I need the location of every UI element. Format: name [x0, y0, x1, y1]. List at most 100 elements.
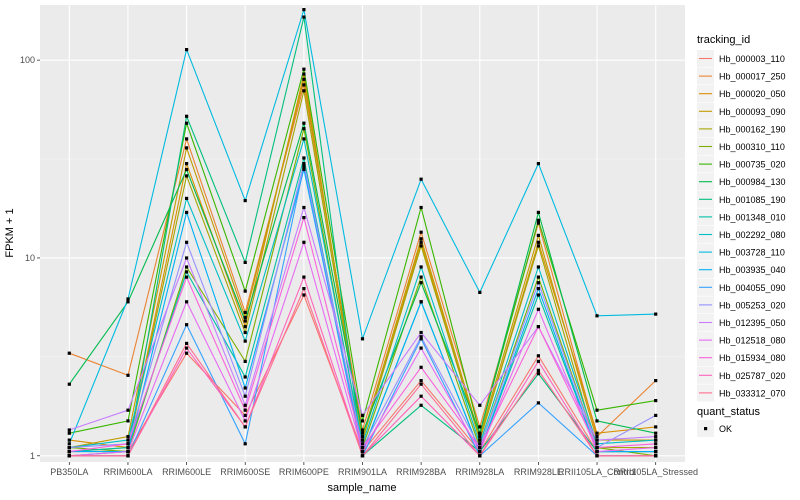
data-point [419, 379, 423, 383]
data-point [126, 297, 130, 301]
data-point [654, 446, 658, 450]
data-point [243, 325, 247, 329]
data-point [536, 210, 540, 214]
data-point [595, 442, 599, 446]
x-tick-label: RRII105LA_Stressed [613, 467, 698, 477]
data-point [478, 435, 482, 439]
data-point [126, 419, 130, 423]
data-point [595, 408, 599, 412]
data-point [654, 454, 658, 458]
data-point [185, 210, 189, 214]
legend-label: Hb_004055_090 [719, 283, 786, 293]
data-point [419, 346, 423, 350]
data-point [419, 337, 423, 341]
data-point [67, 428, 71, 432]
legend-label: Hb_000162_190 [719, 124, 786, 134]
data-point [185, 167, 189, 172]
data-point [243, 413, 247, 417]
x-tick-label: RRIM928BA [396, 467, 446, 477]
data-point [536, 307, 540, 311]
data-point [595, 446, 599, 450]
data-point [302, 72, 306, 76]
data-point [536, 359, 540, 363]
data-point [419, 330, 423, 335]
data-point [185, 240, 189, 244]
data-point [126, 438, 130, 442]
data-point [419, 177, 423, 181]
x-tick-label: RRIM600SE [220, 467, 270, 477]
legend-label: Hb_012518_080 [719, 336, 786, 346]
data-point [536, 401, 540, 405]
data-point [478, 425, 482, 429]
legend-label: Hb_003728_110 [719, 248, 785, 258]
data-point [654, 379, 658, 383]
data-point [419, 382, 423, 386]
data-point [185, 114, 189, 118]
shape-key-point [704, 427, 708, 431]
data-point [243, 419, 247, 423]
data-point [360, 446, 365, 450]
data-point [595, 419, 599, 423]
data-point [419, 365, 423, 369]
x-tick-label: RRIM928LA [455, 467, 504, 477]
data-points [67, 8, 658, 458]
data-point [126, 373, 130, 377]
data-point [419, 237, 423, 241]
shape-legend-title: quant_status [697, 406, 760, 418]
data-point [185, 341, 189, 345]
data-point [185, 196, 189, 200]
data-point [185, 121, 189, 125]
legend-label: Hb_033312_070 [719, 388, 786, 398]
x-tick-label: RRIM600LA [103, 467, 152, 477]
data-point [419, 275, 423, 279]
data-point [419, 230, 423, 234]
data-point [126, 408, 130, 412]
data-point [67, 431, 71, 435]
data-point [536, 275, 540, 279]
data-point [360, 435, 365, 439]
data-point [243, 359, 247, 363]
data-point [536, 354, 540, 358]
legend-label: Hb_000020_050 [719, 89, 786, 99]
data-point [419, 265, 423, 269]
data-point [478, 431, 482, 435]
data-point [126, 300, 130, 304]
data-point [536, 293, 540, 297]
data-point [478, 450, 482, 454]
legend-label: Hb_005253_020 [719, 300, 786, 310]
data-point [654, 450, 658, 454]
data-point [302, 121, 306, 125]
data-point [67, 351, 71, 355]
data-point [243, 289, 247, 293]
data-point [243, 394, 247, 398]
data-point [478, 438, 482, 442]
data-point [360, 428, 365, 432]
data-point [478, 403, 482, 407]
data-point [419, 240, 423, 244]
data-point [302, 67, 306, 71]
legend-label: Hb_000017_250 [719, 72, 786, 82]
legend-items: Hb_000003_110 Hb_000017_250 Hb_000020_050 H… [697, 50, 786, 402]
data-point [595, 435, 599, 439]
data-point [536, 372, 540, 376]
data-point [185, 275, 189, 279]
y-axis: 1 10 100 [20, 55, 40, 461]
data-point [243, 403, 247, 407]
data-point [67, 438, 71, 442]
data-point [536, 162, 540, 166]
data-point [478, 442, 482, 446]
data-point [419, 281, 423, 285]
data-point [419, 394, 423, 398]
data-point [595, 431, 599, 435]
data-point [302, 205, 306, 210]
data-point [536, 218, 540, 222]
data-point [243, 315, 247, 320]
data-point [536, 240, 540, 244]
data-point [360, 431, 365, 435]
data-point [243, 339, 247, 343]
data-point [654, 431, 658, 435]
data-point [67, 382, 71, 386]
data-point [67, 442, 71, 446]
legend-label: Hb_001348_010 [719, 212, 786, 222]
data-point [243, 425, 247, 429]
